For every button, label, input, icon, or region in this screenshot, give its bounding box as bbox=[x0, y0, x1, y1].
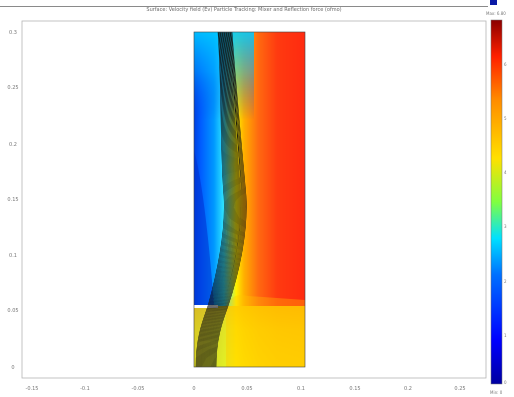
colorbar-tick-label: 5 bbox=[504, 116, 507, 121]
x-tick-label: -0.1 bbox=[80, 386, 90, 392]
particle-trajectory bbox=[205, 32, 236, 367]
window-top-bar bbox=[0, 0, 488, 7]
particle-trajectory bbox=[198, 32, 228, 367]
y-tick-label: 0.05 bbox=[7, 308, 18, 314]
particle-trajectory bbox=[215, 32, 247, 367]
plot-title: Surface: Velocity field (Ev) Particle Tr… bbox=[146, 7, 342, 13]
particle-trajectory bbox=[197, 32, 227, 367]
x-tick-label: -0.15 bbox=[26, 386, 39, 392]
x-tick-label: 0.05 bbox=[241, 386, 252, 392]
y-tick-label: 0.25 bbox=[7, 85, 18, 91]
x-tick-label: 0.25 bbox=[454, 386, 465, 392]
particle-trajectory bbox=[196, 32, 226, 367]
colorbar-tick-label: 0 bbox=[504, 380, 507, 385]
colorbar-corner-swatch bbox=[490, 0, 497, 5]
particle-trajectory bbox=[210, 32, 242, 367]
particle-trajectory bbox=[208, 32, 239, 367]
x-tick-label: 0.1 bbox=[297, 386, 305, 392]
inlet-bar bbox=[194, 305, 218, 308]
velocity-field-surface bbox=[194, 32, 305, 367]
particle-trajectory bbox=[200, 32, 230, 367]
colorbar-tick-label: 6 bbox=[504, 62, 507, 67]
axes-frame bbox=[21, 20, 487, 379]
x-tick-label: 0.15 bbox=[349, 386, 360, 392]
particle-trajectories bbox=[195, 32, 247, 367]
colorbar-min-label: Min: 0 bbox=[490, 390, 503, 395]
y-axis-ticks: 0.3 0.25 0.2 0.15 0.1 0.05 0 bbox=[7, 30, 18, 371]
particle-trajectory bbox=[195, 32, 225, 367]
domain-border bbox=[193, 31, 306, 368]
particle-trajectory bbox=[211, 32, 243, 367]
particle-trajectory bbox=[207, 32, 238, 367]
particle-trajectory bbox=[204, 32, 235, 367]
particle-trajectory bbox=[214, 32, 246, 367]
x-tick-label: 0 bbox=[192, 386, 195, 392]
particle-trajectory bbox=[212, 32, 244, 367]
y-tick-label: 0.3 bbox=[9, 30, 17, 36]
colorbar bbox=[490, 19, 503, 385]
particle-trajectory bbox=[213, 32, 245, 367]
colorbar-max-label: Max: 6.80 bbox=[486, 11, 506, 16]
y-tick-label: 0.15 bbox=[7, 197, 18, 203]
x-tick-label: -0.05 bbox=[132, 386, 145, 392]
colorbar-tick-label: 4 bbox=[504, 170, 507, 175]
particle-trajectory bbox=[209, 32, 240, 367]
colorbar-tick-label: 2 bbox=[504, 279, 507, 284]
colorbar-tick-label: 3 bbox=[504, 224, 507, 229]
particle-trajectory bbox=[206, 32, 237, 367]
y-tick-label: 0.1 bbox=[9, 253, 17, 259]
y-tick-label: 0.2 bbox=[9, 142, 17, 148]
particle-trajectory bbox=[201, 32, 231, 367]
x-axis-ticks: -0.15 -0.1 -0.05 0 0.05 0.1 0.15 0.2 0.25 bbox=[26, 386, 466, 392]
colorbar-ticks: 6 5 4 3 2 1 0 bbox=[504, 62, 507, 385]
colorbar-tick-label: 1 bbox=[504, 333, 507, 338]
particle-trajectory bbox=[202, 32, 232, 367]
particle-trajectory bbox=[199, 32, 229, 367]
particle-trajectory bbox=[210, 32, 241, 367]
x-tick-label: 0.2 bbox=[404, 386, 412, 392]
particle-trajectory bbox=[203, 32, 233, 367]
y-tick-label: 0 bbox=[11, 365, 14, 371]
